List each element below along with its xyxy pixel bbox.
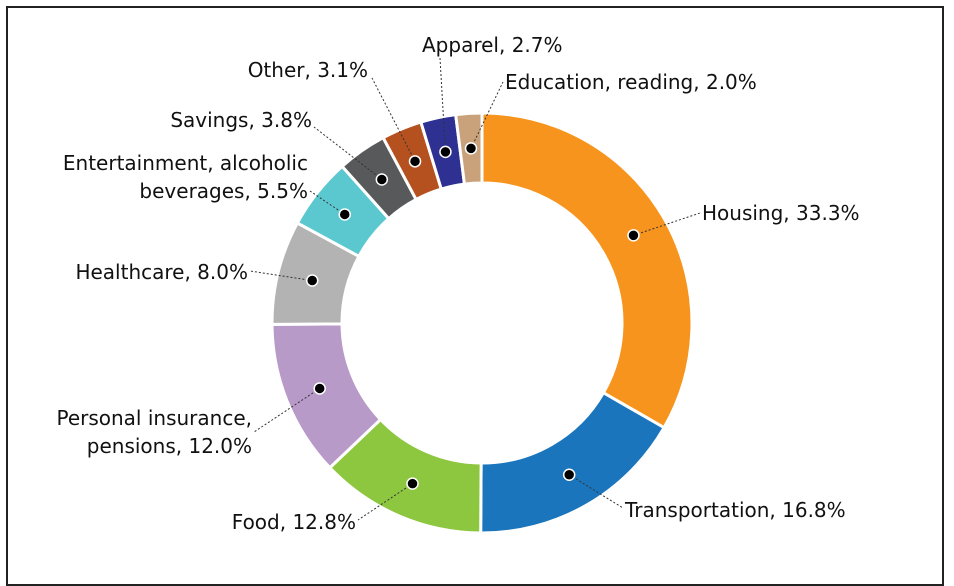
data-label: Food, 12.8%	[231, 510, 356, 534]
leader-line	[357, 483, 413, 521]
label-dot	[338, 208, 351, 221]
data-label: Housing, 33.3%	[702, 201, 860, 225]
label-dot	[375, 173, 389, 186]
label-dot	[408, 155, 422, 168]
leader-line	[253, 388, 320, 433]
data-label: Healthcare, 8.0%	[75, 260, 248, 284]
data-label: Apparel, 2.7%	[422, 33, 563, 57]
label-dot	[439, 145, 452, 159]
data-label: Other, 3.1%	[247, 58, 368, 82]
label-dot	[627, 229, 640, 242]
data-label: Transportation, 16.8%	[625, 498, 846, 522]
leader-line	[309, 190, 346, 215]
label-dot	[305, 274, 319, 287]
data-label: Personal insurance, pensions, 12.0%	[56, 406, 252, 458]
data-label: Entertainment, alcoholic beverages, 5.5%	[62, 151, 308, 203]
donut-segment	[480, 111, 694, 430]
label-dot	[464, 142, 478, 155]
data-label: Savings, 3.8%	[170, 108, 312, 132]
page: Housing, 33.3% Transportation, 16.8% Food,…	[6, 6, 944, 586]
label-dot	[313, 382, 326, 395]
leader-line	[249, 270, 313, 282]
label-dot	[562, 468, 576, 481]
leader-line	[470, 81, 504, 149]
leader-line	[568, 474, 624, 509]
data-label: Education, reading, 2.0%	[505, 70, 757, 94]
chart	[249, 57, 701, 535]
label-dot	[406, 477, 419, 490]
